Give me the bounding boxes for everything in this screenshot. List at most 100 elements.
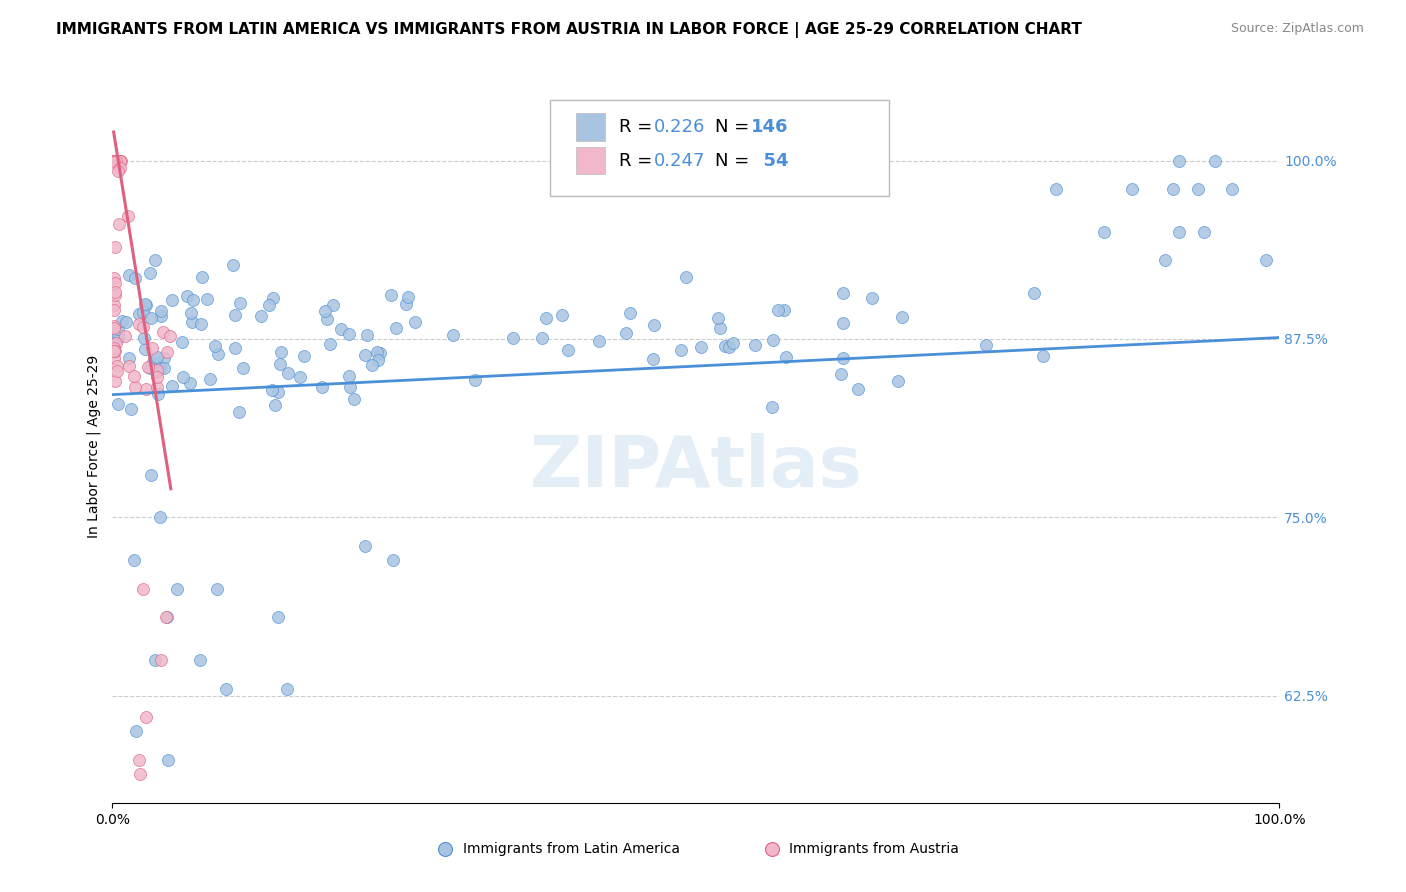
Point — [330, 322, 353, 336]
Point — [141, 311, 163, 326]
Point — [128, 307, 150, 321]
Point — [143, 653, 166, 667]
Point — [643, 318, 665, 332]
Point — [166, 582, 188, 596]
Point — [124, 270, 146, 285]
Point — [718, 340, 741, 354]
Point — [108, 153, 131, 168]
Point — [224, 308, 246, 322]
Point — [502, 330, 524, 344]
Point — [619, 306, 641, 320]
Point — [1204, 153, 1226, 168]
Point — [159, 329, 181, 343]
Point — [125, 724, 148, 739]
Point — [195, 293, 218, 307]
Point — [339, 380, 361, 394]
Point — [831, 316, 853, 330]
Point — [103, 271, 125, 285]
Point — [675, 269, 697, 284]
Point — [974, 338, 997, 352]
Point — [669, 343, 692, 357]
Point — [120, 401, 142, 416]
Point — [368, 346, 391, 360]
Point — [354, 539, 377, 553]
Y-axis label: In Labor Force | Age 25-29: In Labor Force | Age 25-29 — [87, 354, 101, 538]
Point — [269, 357, 291, 371]
Point — [267, 385, 290, 400]
Point — [134, 342, 156, 356]
Point — [262, 291, 284, 305]
Point — [107, 327, 129, 342]
Point — [107, 331, 129, 345]
Point — [129, 767, 152, 781]
Point — [557, 343, 579, 358]
Point — [110, 153, 132, 168]
Point — [228, 405, 250, 419]
Point — [105, 359, 128, 373]
Point — [721, 336, 744, 351]
Point — [229, 296, 252, 310]
Point — [118, 351, 141, 365]
Point — [643, 352, 665, 367]
FancyBboxPatch shape — [576, 147, 605, 174]
Point — [143, 253, 166, 268]
Point — [464, 372, 486, 386]
Point — [149, 361, 172, 376]
Point — [103, 153, 125, 168]
Point — [135, 710, 157, 724]
Point — [404, 315, 426, 329]
Point — [104, 344, 127, 359]
Point — [107, 217, 129, 231]
Point — [830, 368, 852, 382]
Point — [215, 681, 238, 696]
Point — [1045, 182, 1067, 196]
Point — [134, 331, 156, 345]
Point — [277, 366, 299, 380]
Text: 146: 146 — [751, 118, 789, 136]
Point — [111, 314, 134, 328]
Point — [103, 341, 125, 355]
Point — [160, 379, 183, 393]
Point — [124, 553, 146, 567]
Point — [443, 328, 465, 343]
Point — [104, 288, 127, 302]
Point — [107, 153, 129, 168]
Point — [108, 153, 131, 168]
Point — [360, 359, 382, 373]
Point — [270, 344, 292, 359]
Point — [264, 398, 287, 412]
Point — [115, 315, 138, 329]
Point — [832, 351, 855, 365]
Point — [103, 321, 125, 335]
Point — [139, 361, 162, 376]
Point — [288, 370, 311, 384]
Point — [145, 370, 167, 384]
Point — [103, 298, 125, 312]
Point — [170, 335, 193, 350]
Point — [1167, 225, 1189, 239]
Point — [117, 209, 139, 223]
Point — [1022, 286, 1045, 301]
Point — [762, 333, 785, 347]
Point — [145, 363, 167, 377]
Point — [531, 331, 554, 345]
Point — [190, 318, 212, 332]
Point — [1121, 182, 1143, 196]
Point — [207, 347, 229, 361]
Point — [114, 329, 136, 343]
Point — [353, 348, 375, 362]
Point — [707, 310, 730, 325]
Text: R =: R = — [619, 118, 658, 136]
Point — [384, 321, 406, 335]
Point — [1187, 182, 1209, 196]
Point — [131, 319, 153, 334]
Point — [134, 297, 156, 311]
Text: Immigrants from Latin America: Immigrants from Latin America — [463, 842, 679, 856]
Point — [267, 610, 290, 624]
Point — [103, 344, 125, 359]
Point — [104, 285, 127, 299]
Point — [103, 302, 125, 317]
Text: Immigrants from Austria: Immigrants from Austria — [789, 842, 959, 856]
Point — [107, 153, 129, 168]
Point — [396, 290, 419, 304]
